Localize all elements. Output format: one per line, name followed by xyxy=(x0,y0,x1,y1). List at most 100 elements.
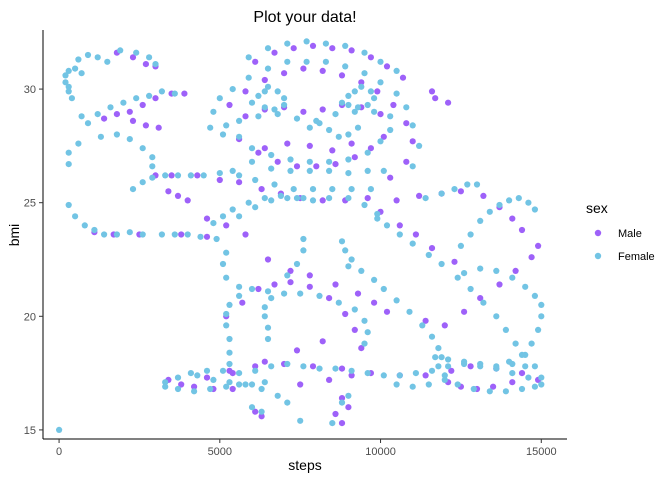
data-point xyxy=(351,108,358,115)
data-point xyxy=(229,167,236,174)
data-point xyxy=(210,108,217,115)
data-point xyxy=(435,363,442,370)
data-point xyxy=(277,192,284,199)
data-point xyxy=(493,363,500,370)
data-point xyxy=(448,367,455,374)
data-point xyxy=(377,138,384,145)
data-point xyxy=(306,283,313,290)
data-point xyxy=(531,363,539,370)
data-point xyxy=(284,272,291,279)
data-point xyxy=(142,122,149,129)
data-point xyxy=(348,367,355,374)
data-point xyxy=(223,222,230,229)
data-point xyxy=(245,199,252,206)
data-point xyxy=(306,142,313,149)
data-point xyxy=(139,145,146,152)
data-point xyxy=(364,149,371,156)
data-point xyxy=(428,245,436,252)
data-point xyxy=(97,133,104,140)
data-point xyxy=(120,99,127,106)
data-point xyxy=(335,133,342,140)
data-point xyxy=(113,131,120,138)
data-point xyxy=(65,201,72,209)
data-point xyxy=(342,247,349,254)
y-axis-ticks: 15 20 25 30 xyxy=(24,84,43,437)
chart-title: Plot your data! xyxy=(253,9,356,26)
data-point xyxy=(461,308,468,315)
data-point xyxy=(342,63,349,70)
data-point xyxy=(126,136,133,143)
data-point xyxy=(522,363,529,370)
data-point xyxy=(486,388,493,395)
data-point xyxy=(338,420,346,427)
data-point xyxy=(165,188,172,195)
data-point xyxy=(348,140,355,147)
data-point xyxy=(358,83,365,90)
data-point xyxy=(252,408,259,415)
data-point xyxy=(493,313,500,320)
data-point xyxy=(306,124,313,131)
data-point xyxy=(329,147,336,154)
data-point xyxy=(261,104,268,111)
data-point xyxy=(538,313,545,320)
data-point xyxy=(84,51,92,59)
data-point xyxy=(345,404,352,411)
data-point xyxy=(371,276,378,283)
data-point xyxy=(531,206,539,213)
data-point xyxy=(258,186,265,193)
data-point xyxy=(162,383,169,390)
data-point xyxy=(332,281,339,288)
data-point xyxy=(419,322,426,329)
data-point xyxy=(142,61,149,68)
data-point xyxy=(68,95,75,102)
data-point xyxy=(219,260,227,268)
data-point xyxy=(348,186,355,193)
data-point xyxy=(438,354,445,361)
data-point xyxy=(62,79,69,86)
data-point xyxy=(162,379,169,386)
data-point xyxy=(271,49,278,56)
data-point xyxy=(245,74,252,81)
data-point xyxy=(255,285,262,293)
data-point xyxy=(268,363,275,370)
data-point xyxy=(477,217,484,224)
points-layer xyxy=(56,38,545,433)
data-point xyxy=(383,63,391,70)
data-point xyxy=(345,131,352,138)
data-point xyxy=(538,381,545,388)
series-female xyxy=(56,38,545,433)
data-point xyxy=(425,251,432,259)
data-point xyxy=(326,158,333,165)
data-point xyxy=(506,197,513,204)
data-point xyxy=(284,360,291,368)
data-point xyxy=(239,299,246,306)
data-point xyxy=(101,115,108,122)
data-point xyxy=(300,108,307,115)
data-point xyxy=(518,370,526,377)
data-point xyxy=(223,322,230,329)
data-point xyxy=(416,192,423,199)
data-point xyxy=(461,270,468,277)
data-point xyxy=(226,335,233,343)
data-point xyxy=(438,190,445,197)
data-point xyxy=(255,113,262,120)
data-point xyxy=(84,120,92,127)
data-point xyxy=(72,213,79,220)
data-point xyxy=(364,329,371,336)
data-point xyxy=(268,197,275,204)
data-point xyxy=(293,260,301,268)
data-point xyxy=(94,111,101,118)
data-point xyxy=(146,92,153,99)
data-point xyxy=(223,274,230,281)
data-point xyxy=(271,181,278,188)
data-point xyxy=(348,256,355,263)
data-point xyxy=(200,172,207,179)
data-point xyxy=(338,395,346,402)
data-point xyxy=(274,88,281,95)
data-point xyxy=(528,340,535,347)
data-point xyxy=(194,372,201,379)
data-point xyxy=(287,267,294,274)
data-point xyxy=(261,145,268,152)
data-point xyxy=(152,61,159,68)
